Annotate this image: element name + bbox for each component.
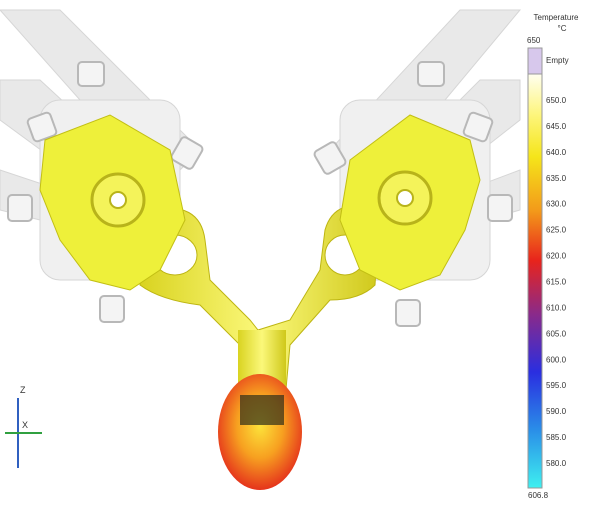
color-legend: Temperature °C 650 Empty 606.8 650.0 645.… [527,13,579,500]
legend-tick-label: 635.0 [546,174,567,183]
legend-tick-label: 640.0 [546,148,567,157]
axis-triad: Z X [5,385,42,468]
legend-title: Temperature [534,13,579,22]
axis-label: X [22,420,28,430]
legend-tick-label: 580.0 [546,459,567,468]
simulation-view: Z X Temperature °C 650 Empty 606.8 650.0… [0,0,593,515]
axis-label: Z [20,385,26,395]
legend-unit: °C [558,24,567,33]
legend-tick-label: 595.0 [546,381,567,390]
legend-tick-label: 600.0 [546,355,567,364]
legend-tick-label: 590.0 [546,407,567,416]
legend-tick-label: 630.0 [546,200,567,209]
legend-bottom-label: 606.8 [528,491,549,500]
legend-tick-label: 615.0 [546,278,567,287]
legend-tick-label: 620.0 [546,252,567,261]
empty-label: Empty [546,56,569,65]
legend-tick-label: 610.0 [546,303,567,312]
legend-tick-label: 650.0 [546,96,567,105]
legend-top-label: 650 [527,36,541,45]
legend-tick-label: 645.0 [546,122,567,131]
legend-tick-label: 625.0 [546,226,567,235]
legend-tick-label: 585.0 [546,433,567,442]
empty-swatch [528,48,542,74]
legend-tick-label: 605.0 [546,329,567,338]
color-bar [528,74,542,488]
